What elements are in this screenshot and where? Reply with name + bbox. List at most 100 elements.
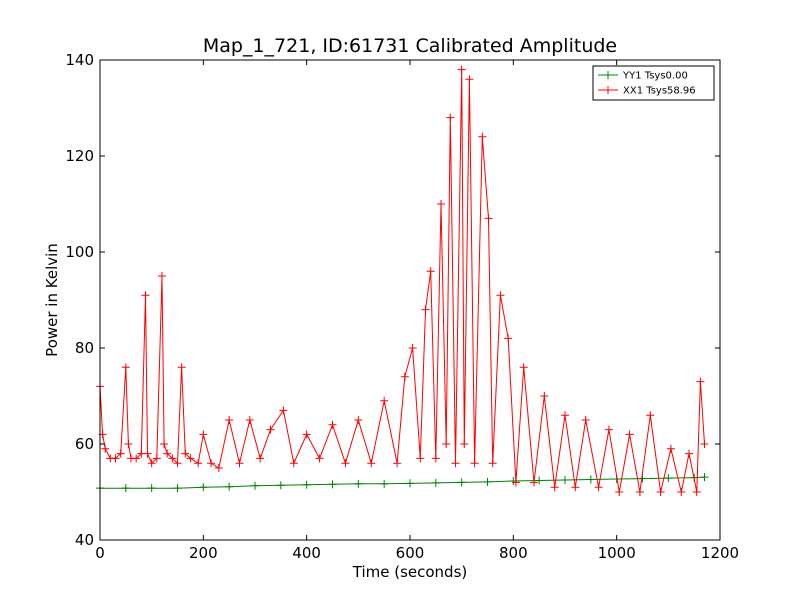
series-line-1: [99, 69, 705, 493]
series-point-1: [696, 377, 705, 386]
series-point-0: [483, 477, 492, 486]
series-point-1: [442, 440, 451, 448]
series-point-1: [666, 444, 675, 453]
series-point-1: [540, 392, 549, 400]
series-point-0: [225, 482, 234, 491]
x-tick-label: 600: [396, 544, 425, 562]
series-point-1: [245, 416, 254, 424]
series-point-1: [496, 291, 505, 300]
series-point-1: [504, 334, 513, 343]
series-point-1: [656, 488, 665, 496]
series-point-1: [315, 454, 324, 463]
series-point-1: [451, 459, 460, 468]
legend-marker-1: [604, 86, 612, 94]
series-point-1: [625, 430, 634, 439]
series-point-1: [143, 449, 152, 458]
series-point-1: [646, 411, 655, 420]
legend-label-1: XX1 Tsys58.96: [623, 86, 696, 97]
series-point-1: [561, 411, 569, 420]
series-point-1: [408, 344, 417, 352]
series-point-1: [168, 454, 177, 463]
y-tick-label: 40: [75, 531, 94, 549]
series-point-1: [302, 430, 311, 439]
series-point-0: [380, 479, 389, 488]
y-tick-label: 140: [65, 51, 94, 69]
y-tick-label: 60: [75, 435, 94, 453]
series-point-0: [354, 479, 363, 488]
series-point-1: [186, 454, 195, 463]
series-point-0: [457, 478, 466, 487]
x-tick-label: 0: [95, 544, 105, 562]
series-point-1: [460, 440, 469, 448]
series-point-1: [457, 65, 466, 74]
series-point-1: [160, 440, 169, 448]
series-point-1: [116, 449, 125, 458]
series-point-1: [685, 449, 693, 458]
series-point-1: [173, 459, 182, 468]
series-point-1: [594, 483, 603, 492]
series-point-1: [354, 416, 363, 424]
series-point-0: [700, 473, 709, 482]
series-point-1: [341, 459, 350, 468]
series-point-1: [511, 478, 520, 487]
series-point-1: [615, 488, 624, 496]
legend-marker-0: [604, 71, 612, 79]
series-point-1: [289, 459, 298, 468]
legend: YY1 Tsys0.00 XX1 Tsys58.96: [592, 65, 715, 101]
series-point-0: [535, 476, 544, 485]
series-point-1: [367, 459, 376, 468]
series-point-1: [328, 420, 337, 429]
series-point-0: [173, 484, 182, 493]
series-point-0: [328, 480, 337, 489]
series-point-1: [101, 444, 110, 453]
series-point-1: [426, 267, 435, 276]
y-tick-label: 100: [65, 243, 94, 261]
plot-area: 0 200 400 600 800 1000 1200 40 60 80 100 120 140: [65, 51, 739, 562]
series-point-1: [141, 291, 150, 300]
series-point-1: [488, 459, 497, 468]
series-point-1: [519, 363, 528, 372]
series-point-1: [465, 75, 474, 84]
legend-box: [592, 65, 715, 101]
x-axis-title: Time (seconds): [352, 563, 468, 581]
series-point-1: [194, 459, 203, 468]
series-point-1: [446, 113, 455, 122]
series-point-1: [163, 449, 172, 458]
series-point-1: [431, 454, 440, 463]
series-point-1: [158, 272, 166, 280]
series-point-0: [561, 476, 569, 484]
series-point-0: [586, 475, 595, 484]
chart-title: Map_1_721, ID:61731 Calibrated Amplitude: [203, 35, 617, 57]
series-point-1: [214, 464, 223, 472]
series-point-1: [478, 132, 487, 141]
series-point-1: [700, 440, 709, 448]
series-point-1: [470, 459, 479, 468]
series-point-1: [604, 425, 613, 434]
series-point-1: [416, 454, 425, 463]
series-point-1: [111, 454, 120, 463]
series-point-1: [380, 396, 389, 405]
series-point-1: [181, 449, 190, 458]
series-point-0: [251, 481, 259, 490]
series-point-1: [421, 305, 430, 314]
series-point-1: [235, 459, 244, 468]
series-point-1: [571, 483, 580, 492]
series-point-1: [692, 488, 701, 496]
series-point-0: [664, 474, 673, 483]
y-tick-label: 80: [75, 339, 94, 357]
series-point-1: [225, 416, 234, 424]
series-point-0: [147, 484, 156, 493]
series-point-1: [550, 483, 559, 492]
x-tick-label: 800: [499, 544, 528, 562]
series-point-1: [635, 488, 644, 496]
series-point-0: [431, 478, 440, 487]
series-point-0: [121, 484, 130, 493]
y-axis-title: Power in Kelvin: [43, 243, 61, 357]
series-point-1: [124, 440, 133, 448]
series-point-1: [177, 363, 186, 372]
series-point-1: [530, 478, 538, 487]
series-point-0: [199, 483, 208, 492]
series-point-0: [302, 480, 311, 489]
series-point-1: [400, 372, 409, 381]
